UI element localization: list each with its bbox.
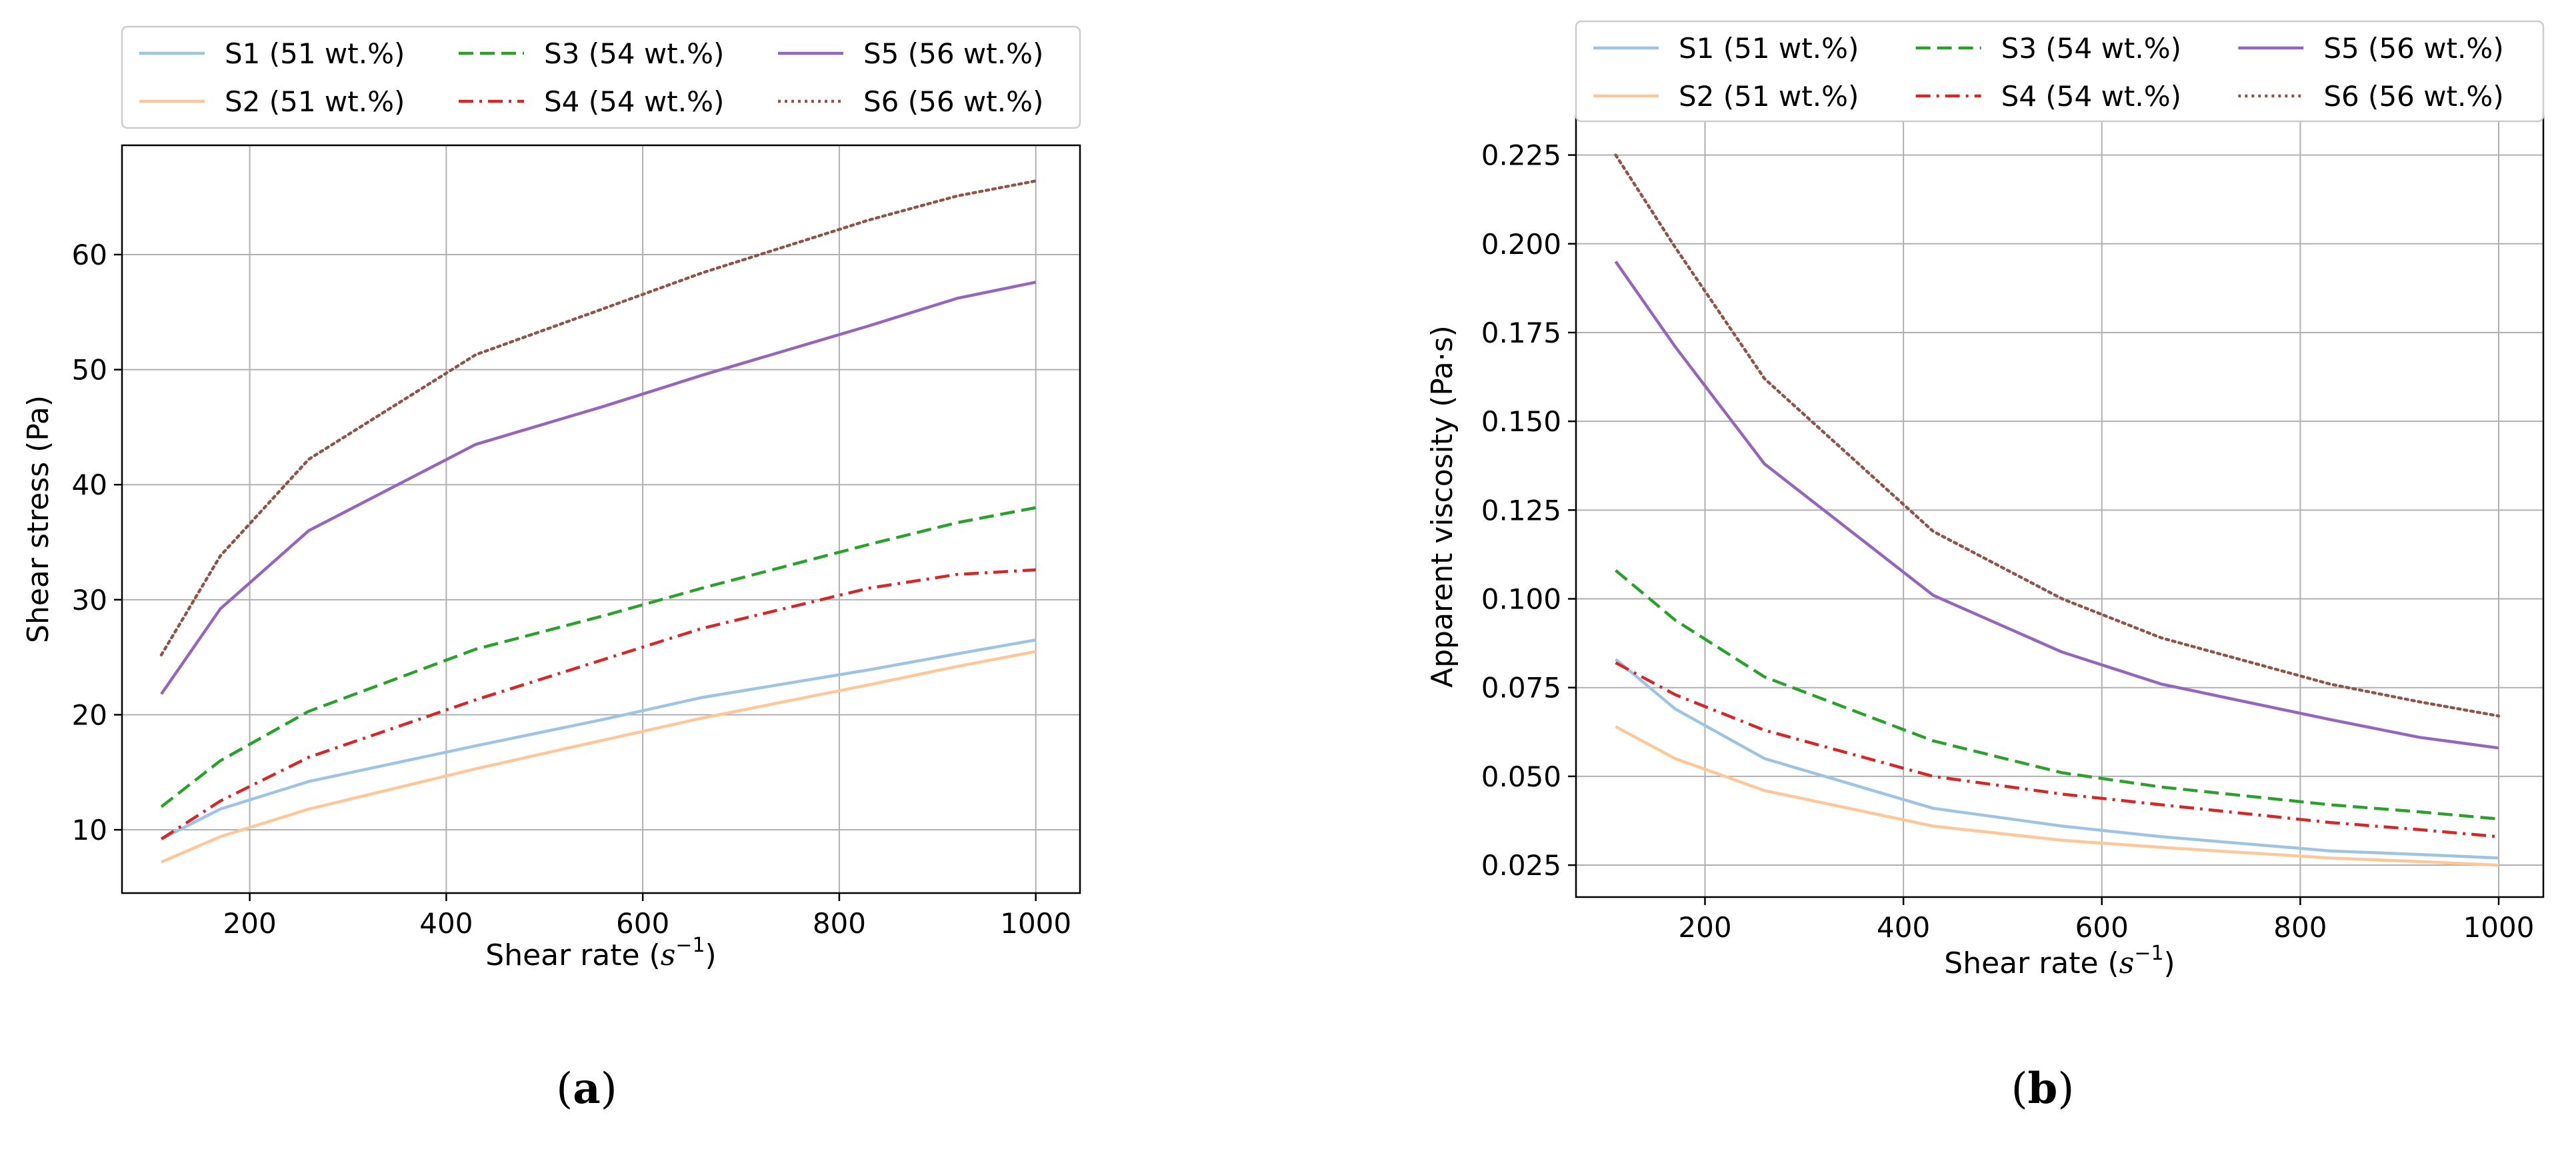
y-tick-label: 20 xyxy=(72,698,107,731)
y-tick-label: 0.100 xyxy=(1481,583,1561,616)
x-tick-label: 1000 xyxy=(1000,907,1071,940)
x-tick-label: 200 xyxy=(1678,911,1731,944)
legend-label-s2: S2 (51 wt.%) xyxy=(225,85,405,118)
x-tick-label: 400 xyxy=(1877,911,1930,944)
legend-label-s6: S6 (56 wt.%) xyxy=(863,85,1043,118)
series-line-s2 xyxy=(161,650,1037,864)
legend-label-s5: S5 (56 wt.%) xyxy=(863,37,1043,70)
legend-label-s1: S1 (51 wt.%) xyxy=(1679,32,1859,65)
y-tick-label: 0.025 xyxy=(1481,849,1561,882)
legend-label-s1: S1 (51 wt.%) xyxy=(225,37,405,70)
legend-label-s6: S6 (56 wt.%) xyxy=(2323,80,2503,113)
legend-label-s2: S2 (51 wt.%) xyxy=(1679,80,1859,113)
x-axis-label: Shear rate (s−1) xyxy=(1944,942,2175,980)
series-line-s3 xyxy=(160,506,1037,808)
y-tick-label: 0.225 xyxy=(1481,139,1561,172)
x-tick-label: 800 xyxy=(813,907,866,940)
panel-label: (a) xyxy=(556,1064,617,1114)
x-axis-label: Shear rate (s−1) xyxy=(485,934,716,972)
y-tick-label: 0.125 xyxy=(1481,494,1561,527)
legend-label-s5: S5 (56 wt.%) xyxy=(2323,32,2503,65)
legend-label-s4: S4 (54 wt.%) xyxy=(2001,80,2181,113)
legend-box xyxy=(1575,20,2545,123)
y-axis-label: Shear stress (Pa) xyxy=(21,395,55,643)
shear-stress-chart: 200 400 600 800 1000 10 20 30 40 50 60 Shear rate (… xyxy=(21,25,1081,1114)
y-tick-label: 50 xyxy=(72,354,107,387)
series-line-s3 xyxy=(1615,569,2499,821)
series-line-s6 xyxy=(1614,153,2501,718)
legend-label-s3: S3 (54 wt.%) xyxy=(2001,32,2181,65)
series-line-s2 xyxy=(1615,725,2499,867)
panel-label: (b) xyxy=(2011,1064,2075,1114)
series-line-s1 xyxy=(1615,658,2499,860)
series-line-s6 xyxy=(159,179,1037,656)
apparent-viscosity-chart: 200 400 600 800 1000 0.025 0.050 0.075 0.100 0.12… xyxy=(1425,20,2545,1114)
y-tick-label: 40 xyxy=(72,469,107,501)
x-tick-label: 200 xyxy=(223,907,277,940)
x-tick-label: 800 xyxy=(2273,911,2327,944)
y-tick-label: 0.075 xyxy=(1481,672,1561,704)
y-tick-label: 10 xyxy=(72,814,107,846)
x-tick-label: 1000 xyxy=(2463,911,2535,944)
plot-area xyxy=(1576,116,2543,897)
series-line-s4 xyxy=(1615,661,2499,838)
series-line-s5 xyxy=(1614,261,2499,750)
y-tick-label: 0.175 xyxy=(1481,317,1561,349)
x-tick-label: 400 xyxy=(419,907,473,940)
x-tick-label: 600 xyxy=(2075,911,2129,944)
legend-label-s4: S4 (54 wt.%) xyxy=(544,85,724,118)
y-tick-label: 30 xyxy=(72,584,107,616)
y-tick-label: 0.200 xyxy=(1481,228,1561,261)
series-line-s4 xyxy=(160,568,1036,840)
y-tick-label: 0.050 xyxy=(1481,760,1561,793)
x-tick-label: 600 xyxy=(616,907,669,940)
plot-frame xyxy=(121,144,1081,894)
series-line-s1 xyxy=(160,638,1037,840)
y-tick-label: 0.150 xyxy=(1481,405,1561,438)
series-line-s5 xyxy=(160,281,1037,695)
y-axis-label: Apparent viscosity (Pa·s) xyxy=(1425,325,1459,688)
legend-label-s3: S3 (54 wt.%) xyxy=(544,37,724,70)
plot-area xyxy=(122,145,1080,893)
y-tick-label: 60 xyxy=(72,239,107,271)
